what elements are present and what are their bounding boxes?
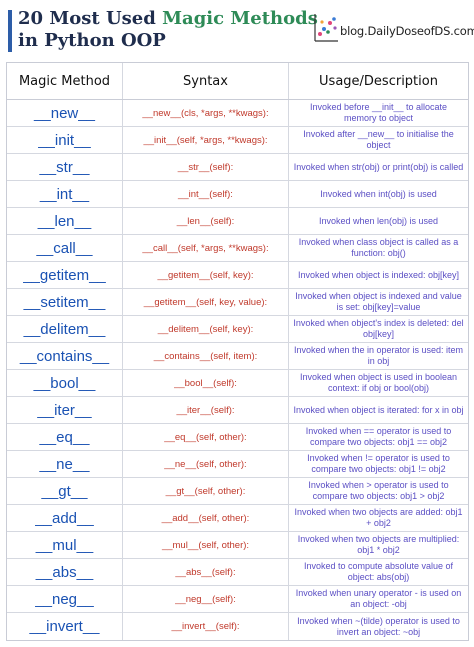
method-name: __call__ — [36, 239, 93, 257]
table-row: __int__ __int__(self): Invoked when int(ob… — [7, 181, 468, 208]
method-name: __contains__ — [19, 347, 110, 365]
header-usage: Usage/Description — [319, 73, 438, 89]
method-description: Invoked after __new__ to initialise the … — [303, 129, 454, 150]
method-syntax: __bool__(self): — [174, 377, 237, 389]
method-description: Invoked before __init__ to allocate memo… — [309, 102, 448, 123]
method-name: __invert__ — [29, 618, 100, 635]
method-description: Invoked when == operator is used to comp… — [305, 426, 452, 447]
method-description: Invoked when two objects are added: obj1… — [294, 507, 463, 528]
method-description: Invoked when ~(tilde) operator is used t… — [297, 615, 460, 637]
method-description: Invoked when class object is called as a… — [298, 237, 459, 258]
method-description: Invoked when object is indexed: obj[key] — [297, 269, 460, 280]
method-name: __init__ — [38, 131, 91, 149]
method-description: Invoked when object is used in boolean c… — [299, 372, 458, 393]
page-title: 20 Most Used Magic Methods in Python OOP — [18, 8, 318, 52]
header: 20 Most Used Magic Methods in Python OOP… — [0, 0, 474, 60]
method-name: __new__ — [34, 104, 95, 122]
table-row: __ne__ __ne__(self, other): Invoked when !… — [7, 451, 468, 478]
table-row: __len__ __len__(self): Invoked when len(ob… — [7, 208, 468, 235]
method-name: __abs__ — [35, 563, 94, 581]
table-row: __str__ __str__(self): Invoked when str(ob… — [7, 154, 468, 181]
method-syntax: __neg__(self): — [175, 593, 236, 605]
method-syntax: __str__(self): — [177, 161, 234, 173]
method-name: __getitem__ — [23, 266, 106, 284]
method-syntax: __invert__(self): — [171, 621, 240, 632]
method-name: __gt__ — [41, 482, 88, 500]
method-name: __mul__ — [35, 536, 94, 554]
method-name: __add__ — [35, 509, 94, 527]
method-syntax: __int__(self): — [178, 188, 233, 200]
method-name: __int__ — [39, 185, 90, 203]
table-row: __eq__ __eq__(self, other): Invoked when =… — [7, 424, 468, 451]
method-syntax: __new__(cls, *args, **kwags): — [142, 107, 269, 119]
method-description: Invoked when > operator is used to compa… — [308, 480, 449, 501]
table-row: __init__ __init__(self, *args, **kwags): I… — [7, 127, 468, 154]
table-row: __delitem__ __delitem__(self, key): Invoke… — [7, 316, 468, 343]
scatter-logo-icon — [314, 14, 338, 42]
method-syntax: __len__(self): — [176, 215, 235, 227]
method-name: __len__ — [37, 212, 92, 230]
magic-methods-table: Magic Method Syntax Usage/Description __… — [6, 62, 469, 641]
method-description: Invoked when object's index is deleted: … — [293, 318, 464, 339]
method-description: Invoked when int(obj) is used — [320, 188, 437, 199]
method-description: Invoked when str(obj) or print(obj) is c… — [293, 161, 464, 172]
method-description: Invoked when two objects are multiplied:… — [297, 534, 460, 555]
method-name: __str__ — [39, 158, 90, 176]
method-syntax: __ne__(self, other): — [164, 458, 247, 470]
method-description: Invoked to compute absolute value of obj… — [303, 561, 454, 582]
method-description: Invoked when object is indexed and value… — [295, 291, 462, 312]
title-part-1: 20 Most Used — [18, 8, 163, 29]
method-name: __setitem__ — [23, 293, 106, 311]
title-part-2: Magic Methods — [162, 8, 318, 29]
method-syntax: __iter__(self): — [176, 404, 235, 416]
table-row: __neg__ __neg__(self): Invoked when unary … — [7, 586, 468, 613]
method-description: Invoked when unary operator - is used on… — [295, 588, 462, 609]
method-description: Invoked when len(obj) is used — [318, 215, 439, 226]
method-name: __ne__ — [39, 455, 90, 473]
title-accent-bar — [8, 10, 12, 52]
table-row: __mul__ __mul__(self, other): Invoked when… — [7, 532, 468, 559]
method-name: __iter__ — [37, 401, 92, 419]
method-syntax: __abs__(self): — [175, 566, 236, 578]
table-row: __new__ __new__(cls, *args, **kwags): Invo… — [7, 100, 468, 127]
method-syntax: __init__(self, *args, **kwags): — [143, 134, 268, 146]
header-magic-method: Magic Method — [18, 73, 111, 89]
method-name: __eq__ — [39, 428, 90, 446]
method-name: __bool__ — [33, 374, 96, 392]
method-description: Invoked when != operator is used to comp… — [307, 453, 450, 474]
header-syntax: Syntax — [183, 73, 228, 89]
method-syntax: __gt__(self, other): — [165, 485, 246, 497]
table-row: __invert__ __invert__(self): Invoked when … — [7, 613, 468, 640]
method-description: Invoked when object is iterated: for x i… — [293, 404, 464, 415]
table-row: __bool__ __bool__(self): Invoked when obje… — [7, 370, 468, 397]
table-row: __getitem__ __getitem__(self, key): Invoke… — [7, 262, 468, 289]
table-row: __iter__ __iter__(self): Invoked when obje… — [7, 397, 468, 424]
title-line-2: in Python OOP — [18, 30, 166, 51]
method-name: __delitem__ — [23, 320, 106, 338]
method-syntax: __getitem__(self, key): — [157, 269, 254, 281]
method-syntax: __call__(self, *args, **kwags): — [142, 242, 269, 254]
method-description: Invoked when the in operator is used: it… — [293, 345, 464, 366]
method-syntax: __contains__(self, item): — [153, 350, 258, 362]
method-syntax: __getitem__(self, key, value): — [143, 296, 268, 308]
table-row: __gt__ __gt__(self, other): Invoked when >… — [7, 478, 468, 505]
method-syntax: __add__(self, other): — [161, 512, 250, 524]
table-row: __abs__ __abs__(self): Invoked to compute … — [7, 559, 468, 586]
table-row: __contains__ __contains__(self, item): Inv… — [7, 343, 468, 370]
table-header-row: Magic Method Syntax Usage/Description — [7, 63, 468, 100]
table-row: __add__ __add__(self, other): Invoked when… — [7, 505, 468, 532]
blog-link[interactable]: blog.DailyDoseofDS.com — [340, 24, 474, 38]
table-row: __setitem__ __getitem__(self, key, value)… — [7, 289, 468, 316]
method-syntax: __eq__(self, other): — [164, 431, 247, 443]
method-syntax: __mul__(self, other): — [161, 539, 250, 551]
method-name: __neg__ — [35, 590, 94, 608]
method-syntax: __delitem__(self, key): — [157, 323, 254, 335]
table-row: __call__ __call__(self, *args, **kwags): I… — [7, 235, 468, 262]
